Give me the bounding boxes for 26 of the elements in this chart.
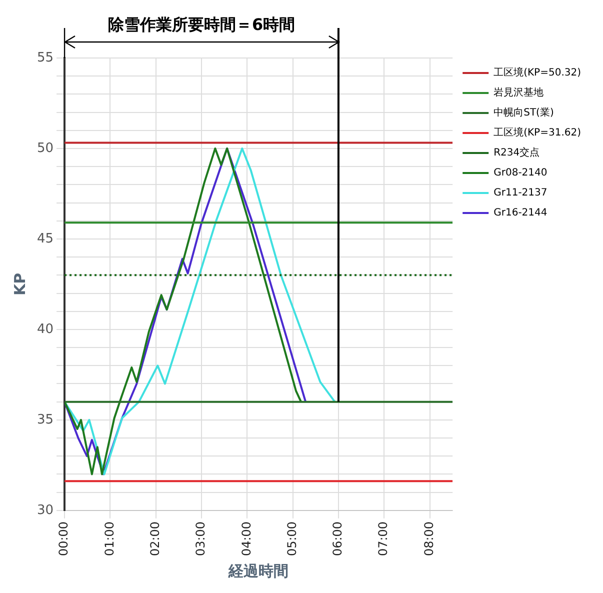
legend-label: Gr08-2140 — [494, 168, 548, 179]
y-tick-label: 40 — [36, 322, 54, 337]
legend-label: R234交点 — [494, 146, 540, 159]
x-tick-label: 03:00 — [194, 521, 208, 556]
x-axis-title: 経過時間 — [228, 562, 289, 580]
x-tick-label: 00:00 — [56, 521, 71, 556]
legend-label: 中幌向ST(業) — [494, 106, 554, 119]
x-tick-label: 08:00 — [422, 521, 436, 556]
x-tick-label: 05:00 — [284, 521, 299, 556]
x-tick-label: 06:00 — [330, 521, 345, 556]
y-tick-label: 45 — [36, 231, 54, 246]
y-axis-title: KP — [10, 272, 29, 296]
legend-label: Gr16-2144 — [494, 208, 548, 219]
text: 除雪作業所要時間＝6時間 — [108, 15, 296, 34]
y-tick-label: 30 — [36, 502, 54, 518]
legend-label: Gr11-2137 — [494, 188, 548, 199]
legend-label: 工区境(KP=31.62) — [494, 126, 582, 139]
y-tick-label: 35 — [36, 412, 54, 428]
legend-label: 岩見沢基地 — [494, 86, 544, 99]
y-tick-label: 50 — [36, 140, 54, 156]
x-tick-label: 01:00 — [102, 521, 116, 556]
x-tick-label: 04:00 — [239, 521, 254, 556]
legend-label: 工区境(KP=50.32) — [494, 66, 582, 79]
y-tick-label: 55 — [36, 50, 54, 66]
x-tick-label: 02:00 — [148, 521, 162, 556]
x-tick-label: 07:00 — [376, 521, 390, 556]
